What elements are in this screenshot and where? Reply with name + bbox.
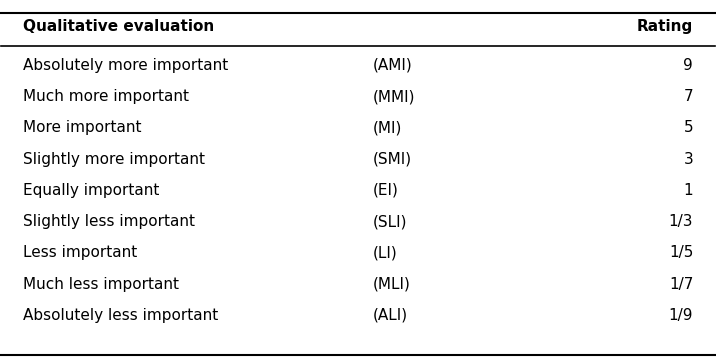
Text: (SLI): (SLI) xyxy=(372,214,407,229)
Text: Absolutely more important: Absolutely more important xyxy=(23,58,228,73)
Text: Qualitative evaluation: Qualitative evaluation xyxy=(23,19,214,34)
Text: (LI): (LI) xyxy=(372,245,397,260)
Text: (MLI): (MLI) xyxy=(372,277,410,292)
Text: 3: 3 xyxy=(684,151,693,166)
Text: 7: 7 xyxy=(684,89,693,104)
Text: More important: More important xyxy=(23,120,141,135)
Text: Less important: Less important xyxy=(23,245,137,260)
Text: Much less important: Much less important xyxy=(23,277,179,292)
Text: (MI): (MI) xyxy=(372,120,402,135)
Text: 1/9: 1/9 xyxy=(669,308,693,323)
Text: Much more important: Much more important xyxy=(23,89,189,104)
Text: 1/7: 1/7 xyxy=(669,277,693,292)
Text: Slightly more important: Slightly more important xyxy=(23,151,205,166)
Text: (MMI): (MMI) xyxy=(372,89,415,104)
Text: 1/5: 1/5 xyxy=(669,245,693,260)
Text: 5: 5 xyxy=(684,120,693,135)
Text: (AMI): (AMI) xyxy=(372,58,412,73)
Text: 9: 9 xyxy=(684,58,693,73)
Text: Absolutely less important: Absolutely less important xyxy=(23,308,218,323)
Text: (ALI): (ALI) xyxy=(372,308,407,323)
Text: Slightly less important: Slightly less important xyxy=(23,214,195,229)
Text: 1/3: 1/3 xyxy=(669,214,693,229)
Text: (EI): (EI) xyxy=(372,183,398,198)
Text: Equally important: Equally important xyxy=(23,183,159,198)
Text: (SMI): (SMI) xyxy=(372,151,412,166)
Text: 1: 1 xyxy=(684,183,693,198)
Text: Rating: Rating xyxy=(637,19,693,34)
